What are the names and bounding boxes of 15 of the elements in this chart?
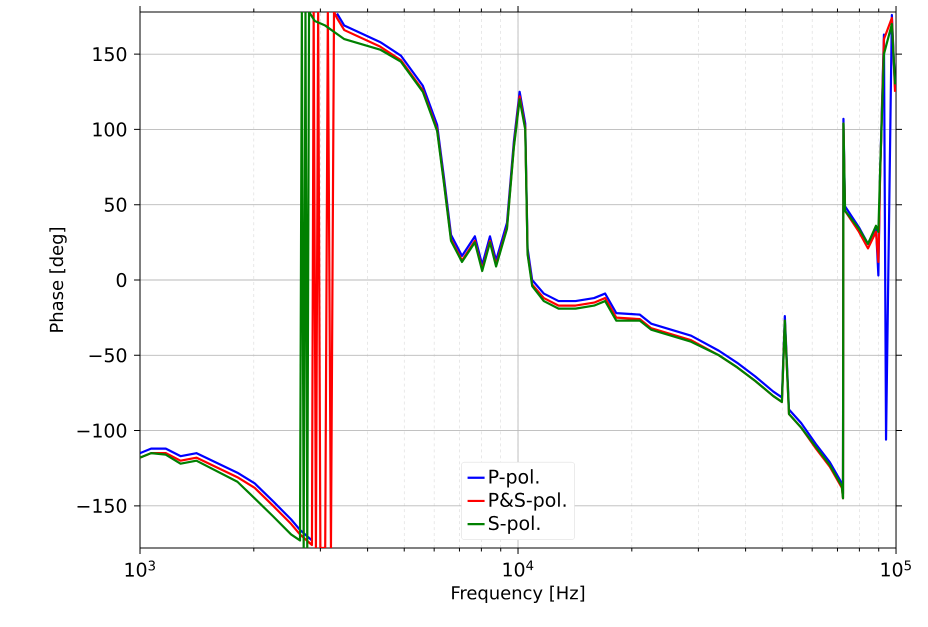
x-axis-title: Frequency [Hz] <box>452 586 584 604</box>
legend-label: S-pol. <box>488 516 540 534</box>
x-tick-label: 10$^{3}$ <box>126 560 155 577</box>
x-tick-label: 10$^{5}$ <box>882 560 911 577</box>
y-tick-label: 0 <box>116 272 126 288</box>
y-tick-label: 100 <box>93 122 126 137</box>
legend-label: P&S-pol. <box>490 492 566 511</box>
x-tick-label: 10$^{4}$ <box>504 560 534 577</box>
y-tick-label: −50 <box>90 348 126 362</box>
y-tick-label: −100 <box>78 423 126 438</box>
y-axis-title: Phase [deg] <box>49 228 67 332</box>
y-tick-label: −150 <box>78 498 126 513</box>
legend-label: P-pol. <box>490 469 538 488</box>
y-tick-label: 50 <box>104 198 126 212</box>
y-tick-label: 150 <box>93 46 126 62</box>
